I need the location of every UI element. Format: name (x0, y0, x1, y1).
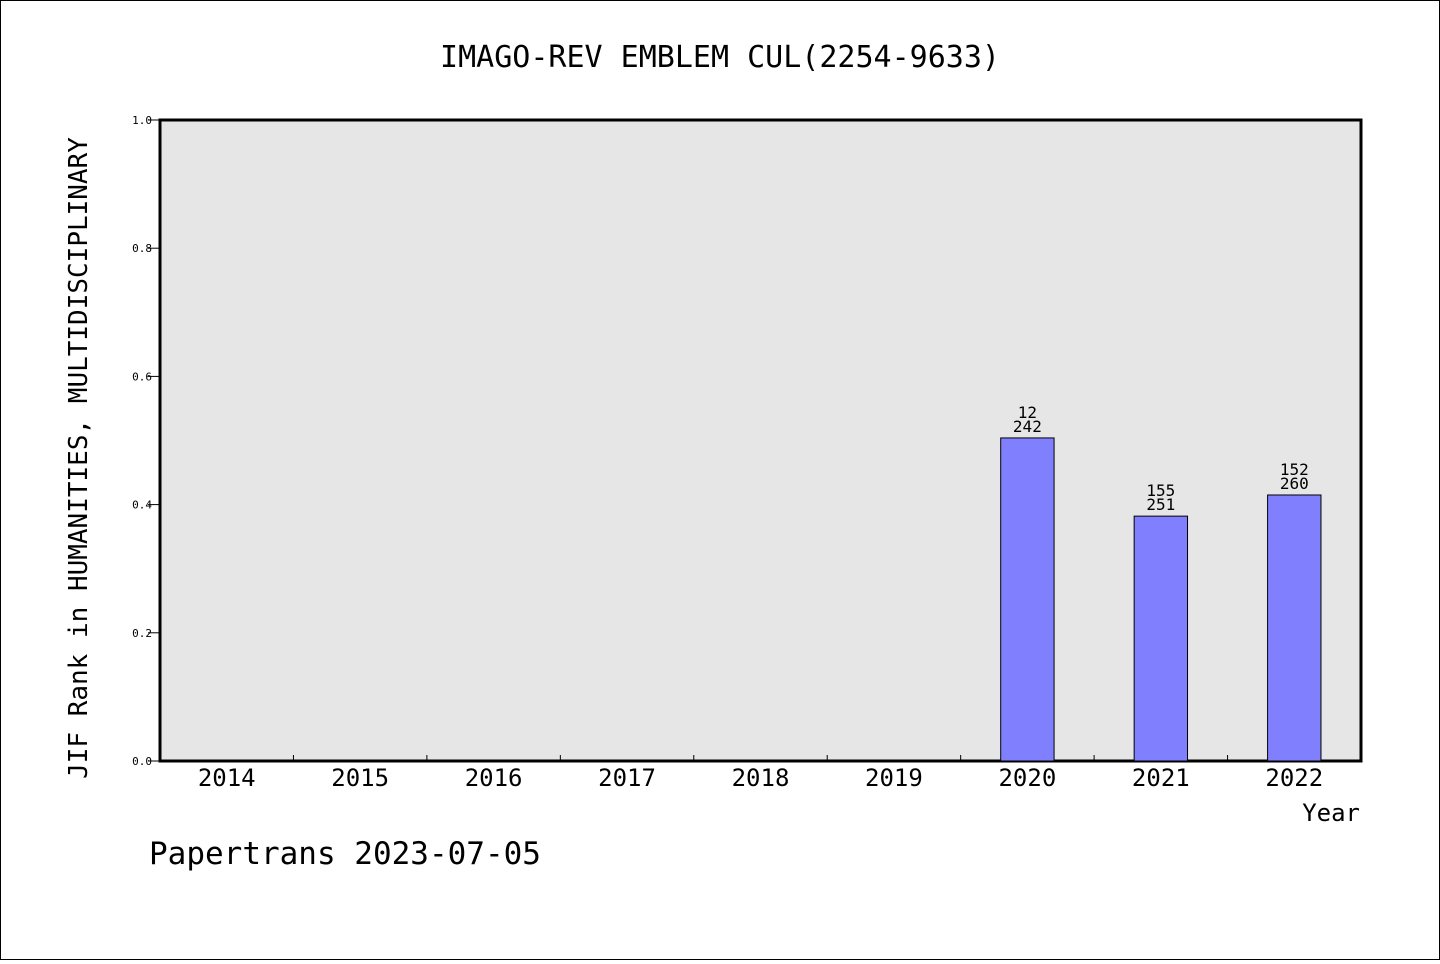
x-tick-label: 2017 (598, 764, 656, 792)
bar-rank-label: 155 (1146, 481, 1175, 500)
chart-title: IMAGO-REV EMBLEM CUL(2254-9633) (440, 40, 1000, 75)
x-axis-title: Year (1302, 799, 1360, 827)
x-tick-label: 2015 (331, 764, 389, 792)
bar-total-label: 260 (1280, 474, 1309, 493)
y-tick-label: 0.6 (132, 370, 152, 383)
bar-rank-label: 12 (1018, 403, 1037, 422)
y-tick-label: 1.0 (132, 114, 152, 127)
x-tick-label: 2014 (198, 764, 256, 792)
y-tick-label: 0.8 (132, 242, 152, 255)
bar-rank-label: 152 (1280, 460, 1309, 479)
x-tick-label: 2018 (732, 764, 790, 792)
x-tick-label: 2021 (1132, 764, 1190, 792)
x-axis: 2014 2015 2016 2017 2018 2019 2020 2021 2022 (198, 755, 1323, 792)
bars (1000, 437, 1322, 762)
footer-stamp: Papertrans 2023-07-05 (149, 836, 541, 872)
y-axis: 0.0 0.2 0.4 0.6 0.8 1.0 (132, 114, 160, 768)
bar-total-label: 242 (1013, 417, 1042, 436)
y-axis-title: JIF Rank in HUMANITIES, MULTIDISCIPLINAR… (64, 137, 94, 779)
y-tick-label: 0.0 (132, 755, 152, 768)
bar-2022 (1267, 494, 1322, 762)
x-tick-label: 2019 (865, 764, 923, 792)
x-tick-label: 2020 (998, 764, 1056, 792)
x-tick-label: 2016 (465, 764, 523, 792)
bar-2020 (1000, 437, 1055, 762)
bar-total-label: 251 (1146, 495, 1175, 514)
x-tick-label: 2022 (1265, 764, 1323, 792)
bar-2021 (1133, 515, 1189, 762)
y-tick-label: 0.2 (132, 627, 152, 640)
y-tick-label: 0.4 (132, 499, 152, 512)
